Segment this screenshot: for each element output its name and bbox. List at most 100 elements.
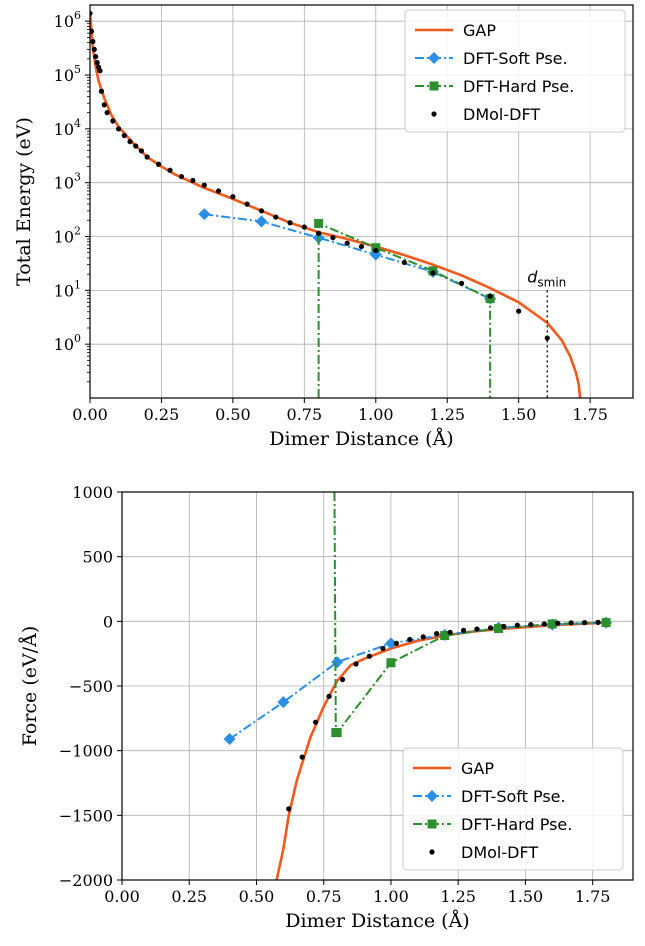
force-chart: 0.00 0.25 0.50 0.75 1.00 1.25 1.50 1.75 −2000 −15… xyxy=(19,483,634,932)
data-point xyxy=(595,619,601,625)
data-point xyxy=(90,10,93,16)
data-point xyxy=(190,177,196,184)
data-point xyxy=(115,126,122,132)
y-tick-label: 102 xyxy=(54,225,81,247)
data-point xyxy=(93,53,99,60)
y-tick-base: 10 xyxy=(54,66,74,85)
y-tick-label: −500 xyxy=(69,677,113,696)
data-point xyxy=(104,110,110,116)
data-point xyxy=(273,214,279,220)
data-point xyxy=(258,208,265,214)
data-point xyxy=(230,194,236,200)
legend-entry: GAP xyxy=(415,21,496,40)
data-point xyxy=(90,38,96,45)
y-tick-exponent: 1 xyxy=(74,278,81,291)
y-axis-label: Force (eV/Å) xyxy=(19,626,41,747)
x-tick-label: 1.25 xyxy=(440,887,476,906)
data-point xyxy=(127,138,133,145)
y-tick-label: 100 xyxy=(54,332,81,354)
data-point xyxy=(380,645,386,652)
dsmin-annotation-sub: smin xyxy=(537,275,566,289)
legend-label: DMol-DFT xyxy=(463,105,540,124)
legend-entry: DMol-DFT xyxy=(429,843,538,862)
x-tick-label: 1.75 xyxy=(575,887,611,906)
data-point xyxy=(487,293,493,299)
data-point xyxy=(299,754,305,760)
data-point xyxy=(286,806,292,812)
x-tick-label: 0.00 xyxy=(72,405,108,424)
data-point xyxy=(393,640,399,646)
data-point xyxy=(223,733,236,746)
data-point xyxy=(541,621,547,627)
data-point xyxy=(332,728,342,738)
y-tick-exponent: 3 xyxy=(74,171,81,184)
data-point xyxy=(458,280,465,286)
series-dft-hard-pse xyxy=(331,492,611,738)
data-point xyxy=(301,224,307,230)
data-point xyxy=(98,88,105,94)
data-point xyxy=(133,143,139,149)
x-tick-label: 1.25 xyxy=(429,405,465,424)
data-point xyxy=(94,60,100,66)
x-tick-label: 0.00 xyxy=(104,887,140,906)
data-point xyxy=(474,626,480,632)
legend-label: DFT-Hard Pse. xyxy=(461,815,572,834)
data-point xyxy=(201,182,207,188)
data-point xyxy=(178,173,185,180)
y-tick-label: 104 xyxy=(54,117,81,139)
series-dft-hard-pse xyxy=(314,218,495,398)
legend-entry: GAP xyxy=(413,759,494,778)
legend-entry: DFT-Soft Pse. xyxy=(415,49,568,68)
data-point xyxy=(313,719,319,725)
data-point xyxy=(138,148,145,154)
legend-marker xyxy=(426,790,438,802)
data-point xyxy=(501,623,507,630)
data-point xyxy=(371,243,381,253)
data-point xyxy=(101,102,107,108)
data-point xyxy=(460,627,467,633)
legend-label: DMol-DFT xyxy=(461,843,538,862)
legend-label: GAP xyxy=(463,21,496,40)
y-tick-base: 10 xyxy=(54,335,74,354)
data-point xyxy=(277,696,290,709)
series-line xyxy=(333,492,607,734)
data-point xyxy=(601,618,611,628)
y-tick-base: 10 xyxy=(54,228,74,247)
series-dmol-dft xyxy=(286,619,601,812)
data-point xyxy=(487,625,494,631)
x-tick-label: 0.25 xyxy=(144,405,180,424)
data-point xyxy=(198,208,211,221)
data-point xyxy=(514,622,520,628)
y-tick-exponent: 0 xyxy=(74,332,81,345)
x-tick-label: 0.75 xyxy=(306,887,342,906)
data-point xyxy=(544,335,550,341)
x-tick-label: 0.50 xyxy=(215,405,251,424)
x-tick-label: 0.25 xyxy=(171,887,207,906)
legend-box xyxy=(404,9,626,133)
data-point xyxy=(91,46,97,52)
data-point xyxy=(528,621,534,628)
y-tick-exponent: 6 xyxy=(74,9,81,22)
y-tick-label: 1000 xyxy=(72,483,113,502)
data-point xyxy=(353,661,359,667)
axes-frame xyxy=(121,491,634,881)
x-axis-label: Dimer Distance (Å) xyxy=(285,910,469,932)
data-point xyxy=(121,132,127,139)
y-tick-label: 101 xyxy=(54,278,81,300)
data-point xyxy=(494,623,504,633)
y-tick-base: 10 xyxy=(54,281,74,300)
legend-marker xyxy=(429,81,439,91)
y-tick-label: 103 xyxy=(54,171,81,193)
data-point xyxy=(440,631,450,641)
data-point xyxy=(339,676,346,683)
legend-entry: DFT-Soft Pse. xyxy=(413,787,566,806)
legend-marker xyxy=(431,111,437,117)
data-point xyxy=(401,259,407,266)
data-point xyxy=(216,188,222,194)
y-tick-base: 10 xyxy=(54,12,74,31)
legend-marker xyxy=(428,52,440,64)
data-point xyxy=(430,270,436,276)
legend-marker xyxy=(429,849,435,855)
x-tick-label: 1.50 xyxy=(508,887,544,906)
